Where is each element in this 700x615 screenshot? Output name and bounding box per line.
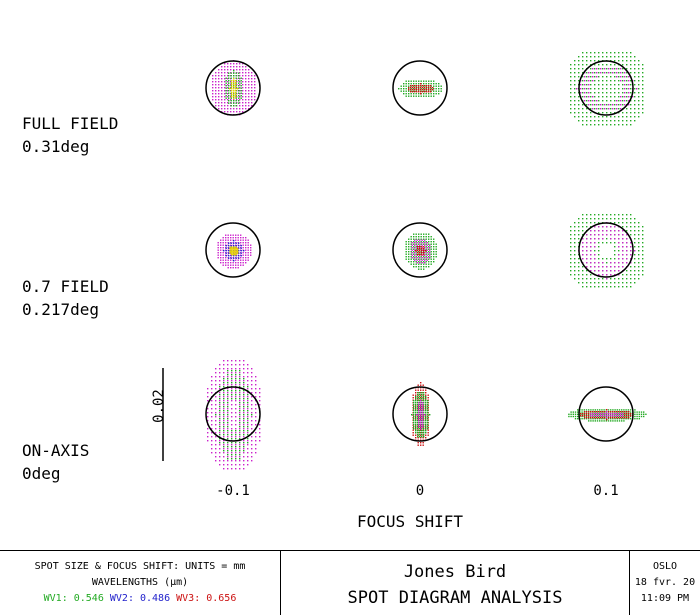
wavelength-values: WV1: 0.546 WV2: 0.486 WV3: 0.656 (0, 593, 280, 604)
units-text: SPOT SIZE & FOCUS SHIFT: UNITS = mm (34, 561, 246, 572)
row-label-full-field: FULL FIELD 0.31deg (22, 114, 119, 156)
airy-disk-circle (392, 60, 448, 116)
spot-diagram-r1-c3 (570, 52, 644, 126)
row-label-on-axis: ON-AXIS 0deg (22, 441, 90, 483)
spot-diagram-r1-c2 (392, 60, 448, 116)
spot-diagram-r2-c1 (205, 222, 261, 278)
spot-diagram-r3-c3 (568, 386, 647, 442)
focus-tick-minus: -0.1 (216, 483, 250, 499)
airy-disk-circle (578, 386, 634, 442)
airy-disk-circle (578, 222, 634, 278)
airy-disk-circle (205, 386, 261, 442)
airy-disk-circle (392, 222, 448, 278)
scale-bar-label: 0.02 (150, 389, 167, 423)
spot-plots (162, 52, 647, 470)
airy-disk-circle (205, 60, 261, 116)
spot-diagram-r2-c2 (392, 222, 448, 278)
footer-title-cell: Jones Bird SPOT DIAGRAM ANALYSIS (281, 551, 630, 615)
analysis-title: SPOT DIAGRAM ANALYSIS (347, 588, 563, 608)
focus-tick-plus: 0.1 (593, 483, 619, 499)
spot-diagram-r3-c1 (205, 360, 261, 470)
spot-diagram-r2-c3 (570, 214, 644, 288)
airy-disk-circle (392, 386, 448, 442)
program-name: OSLO (652, 561, 678, 572)
focus-tick-zero: 0 (415, 483, 425, 499)
footer-meta-cell: OSLO 18 fvr. 20 11:09 PM (630, 551, 700, 615)
wavelengths-label: WAVELENGTHS (µm) (91, 577, 189, 588)
spot-diagram-r3-c2 (392, 382, 448, 446)
airy-disk-circle (205, 222, 261, 278)
footer-info-cell: SPOT SIZE & FOCUS SHIFT: UNITS = mm WAVE… (0, 551, 281, 615)
wv1-text: WV1: 0.546 (43, 593, 104, 604)
x-axis-title: FOCUS SHIFT (357, 512, 463, 531)
row-label-0.7-field: 0.7 FIELD 0.217deg (22, 277, 109, 319)
date-text: 18 fvr. 20 (634, 577, 696, 588)
footer-panel: SPOT SIZE & FOCUS SHIFT: UNITS = mm WAVE… (0, 550, 700, 615)
wv2-text: WV2: 0.486 (109, 593, 171, 604)
wv3-text: WV3: 0.656 (176, 593, 237, 604)
time-text: 11:09 PM (640, 593, 690, 604)
spot-diagram-r1-c1 (205, 60, 261, 116)
airy-disk-circle (578, 60, 634, 116)
author-text: Jones Bird (403, 562, 507, 582)
